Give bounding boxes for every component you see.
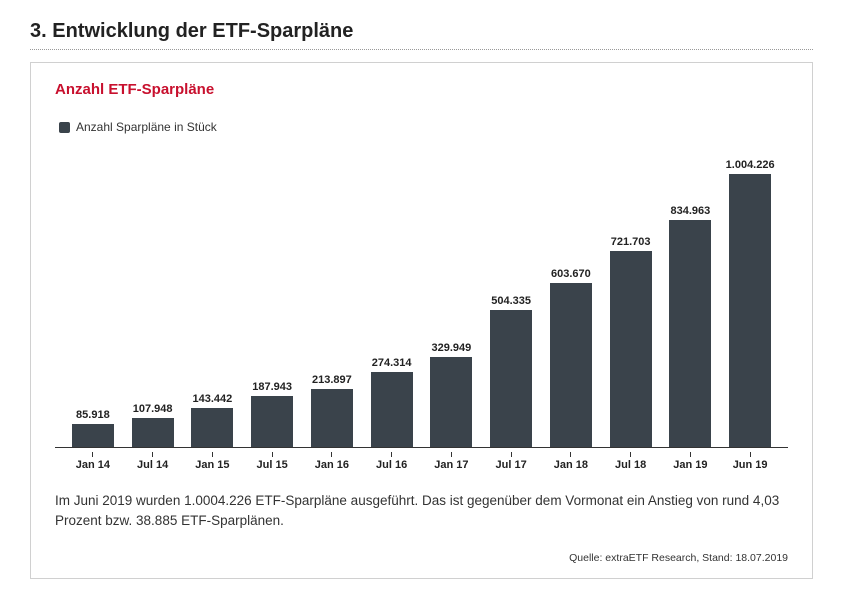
bar-value-label: 187.943 [252,381,292,393]
bar-slot: 1.004.226 [720,148,780,447]
x-tick-mark [451,452,452,457]
x-tick-mark [750,452,751,457]
x-tick-mark [92,452,93,457]
x-tick-label: Jan 16 [315,459,349,471]
x-tick-label: Jul 17 [496,459,527,471]
bar [72,424,114,447]
x-tick: Jul 14 [123,452,183,471]
x-tick: Jul 17 [481,452,541,471]
bar-value-label: 504.335 [491,295,531,307]
section-title: 3. Entwicklung der ETF-Sparpläne [30,20,813,43]
bar-slot: 85.918 [63,148,123,447]
bar [371,372,413,447]
bar [490,310,532,447]
bar [311,389,353,447]
bar [669,220,711,447]
x-tick-label: Jul 16 [376,459,407,471]
x-tick-label: Jan 15 [195,459,229,471]
x-tick: Jan 14 [63,452,123,471]
bar-value-label: 603.670 [551,268,591,280]
x-tick-mark [272,452,273,457]
x-tick-label: Jul 18 [615,459,646,471]
bar-value-label: 329.949 [431,342,471,354]
bar [430,357,472,447]
bar-value-label: 107.948 [133,403,173,415]
x-tick: Jan 17 [422,452,482,471]
bar-slot: 504.335 [481,148,541,447]
source-line: Quelle: extraETF Research, Stand: 18.07.… [55,552,788,564]
chart-plot-area: 85.918 107.948 143.442 187.943 213.897 274.31… [55,148,788,448]
x-tick: Jan 18 [541,452,601,471]
bar [251,396,293,447]
x-tick-mark [152,452,153,457]
x-tick-mark [570,452,571,457]
bar [729,174,771,447]
x-tick-mark [690,452,691,457]
bar-value-label: 143.442 [192,393,232,405]
x-tick: Jul 18 [601,452,661,471]
x-tick: Jun 19 [720,452,780,471]
bar-slot: 143.442 [183,148,243,447]
bar-slot: 834.963 [661,148,721,447]
x-tick-mark [212,452,213,457]
x-tick-label: Jul 15 [257,459,288,471]
bar [132,418,174,447]
bar-value-label: 834.963 [670,205,710,217]
divider [30,49,813,50]
chart-title: Anzahl ETF-Sparpläne [55,81,788,98]
bar-value-label: 274.314 [372,357,412,369]
legend-label: Anzahl Sparpläne in Stück [76,120,217,134]
x-tick-label: Jan 19 [673,459,707,471]
x-axis: Jan 14 Jul 14 Jan 15 Jul 15 Jan 16 Jul 16 Jan … [55,452,788,471]
bar [191,408,233,447]
bar-value-label: 721.703 [611,236,651,248]
bar-slot: 213.897 [302,148,362,447]
x-tick-label: Jan 17 [434,459,468,471]
bar-slot: 187.943 [242,148,302,447]
bar-slot: 603.670 [541,148,601,447]
x-tick-label: Jun 19 [733,459,768,471]
bar-slot: 274.314 [362,148,422,447]
bar [550,283,592,447]
x-tick-mark [331,452,332,457]
x-tick: Jan 19 [661,452,721,471]
bar-value-label: 1.004.226 [726,159,775,171]
x-tick: Jan 15 [183,452,243,471]
bar-slot: 329.949 [422,148,482,447]
x-tick: Jan 16 [302,452,362,471]
bar-slot: 107.948 [123,148,183,447]
x-tick-mark [630,452,631,457]
x-tick-label: Jan 18 [554,459,588,471]
bar-value-label: 213.897 [312,374,352,386]
bar-value-label: 85.918 [76,409,110,421]
bar [610,251,652,447]
bar-slot: 721.703 [601,148,661,447]
x-tick: Jul 16 [362,452,422,471]
legend-swatch [59,122,70,133]
x-tick: Jul 15 [242,452,302,471]
x-tick-mark [391,452,392,457]
legend: Anzahl Sparpläne in Stück [59,120,788,134]
x-tick-label: Jul 14 [137,459,168,471]
chart-card: Anzahl ETF-Sparpläne Anzahl Sparpläne in… [30,62,813,579]
x-tick-mark [511,452,512,457]
x-tick-label: Jan 14 [76,459,110,471]
chart-description: Im Juni 2019 wurden 1.0004.226 ETF-Sparp… [55,491,788,530]
